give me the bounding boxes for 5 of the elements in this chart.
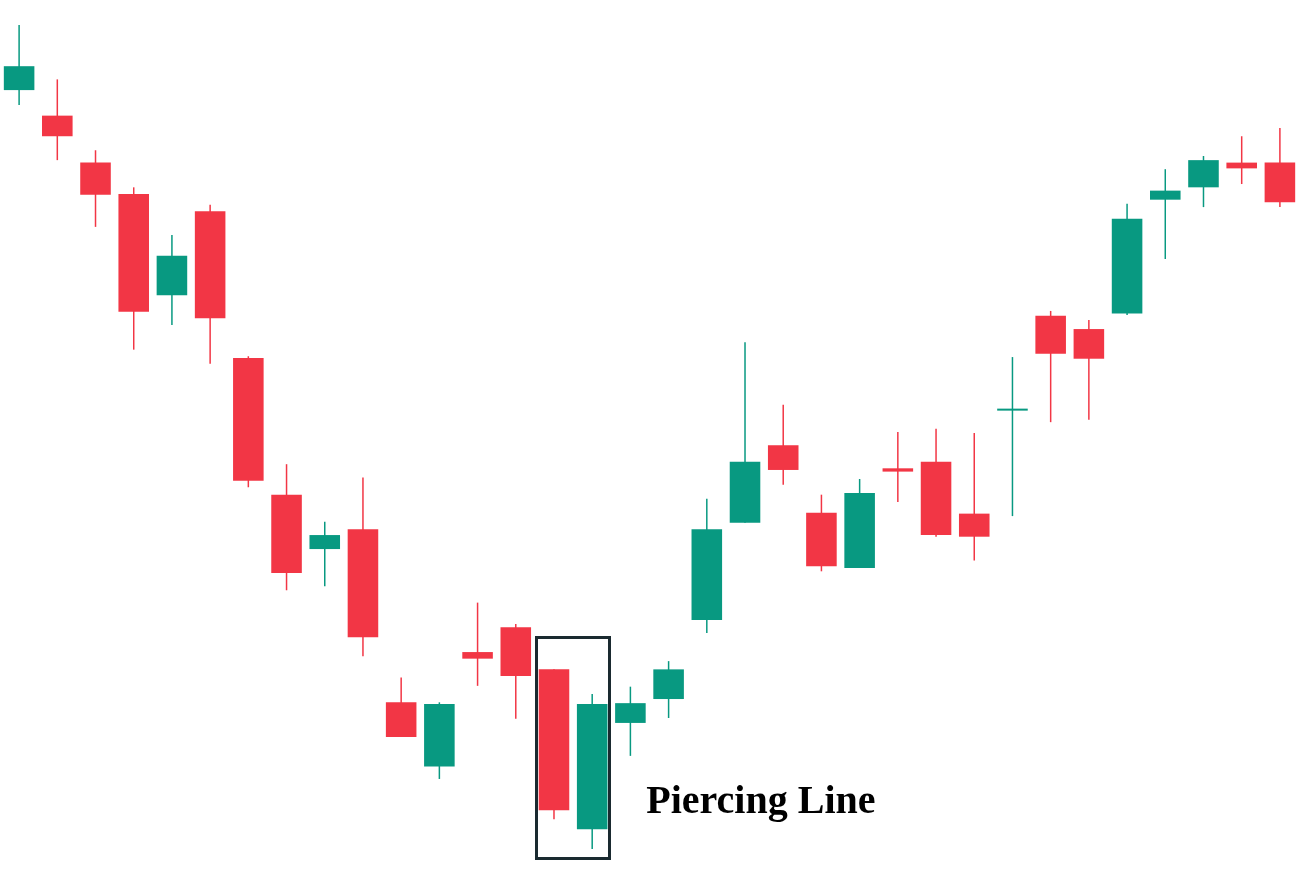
candlestick	[1150, 168, 1181, 260]
candlestick	[882, 431, 914, 503]
annotation: Piercing Line	[646, 777, 876, 822]
candlestick	[462, 601, 493, 687]
candlestick	[997, 356, 1028, 517]
